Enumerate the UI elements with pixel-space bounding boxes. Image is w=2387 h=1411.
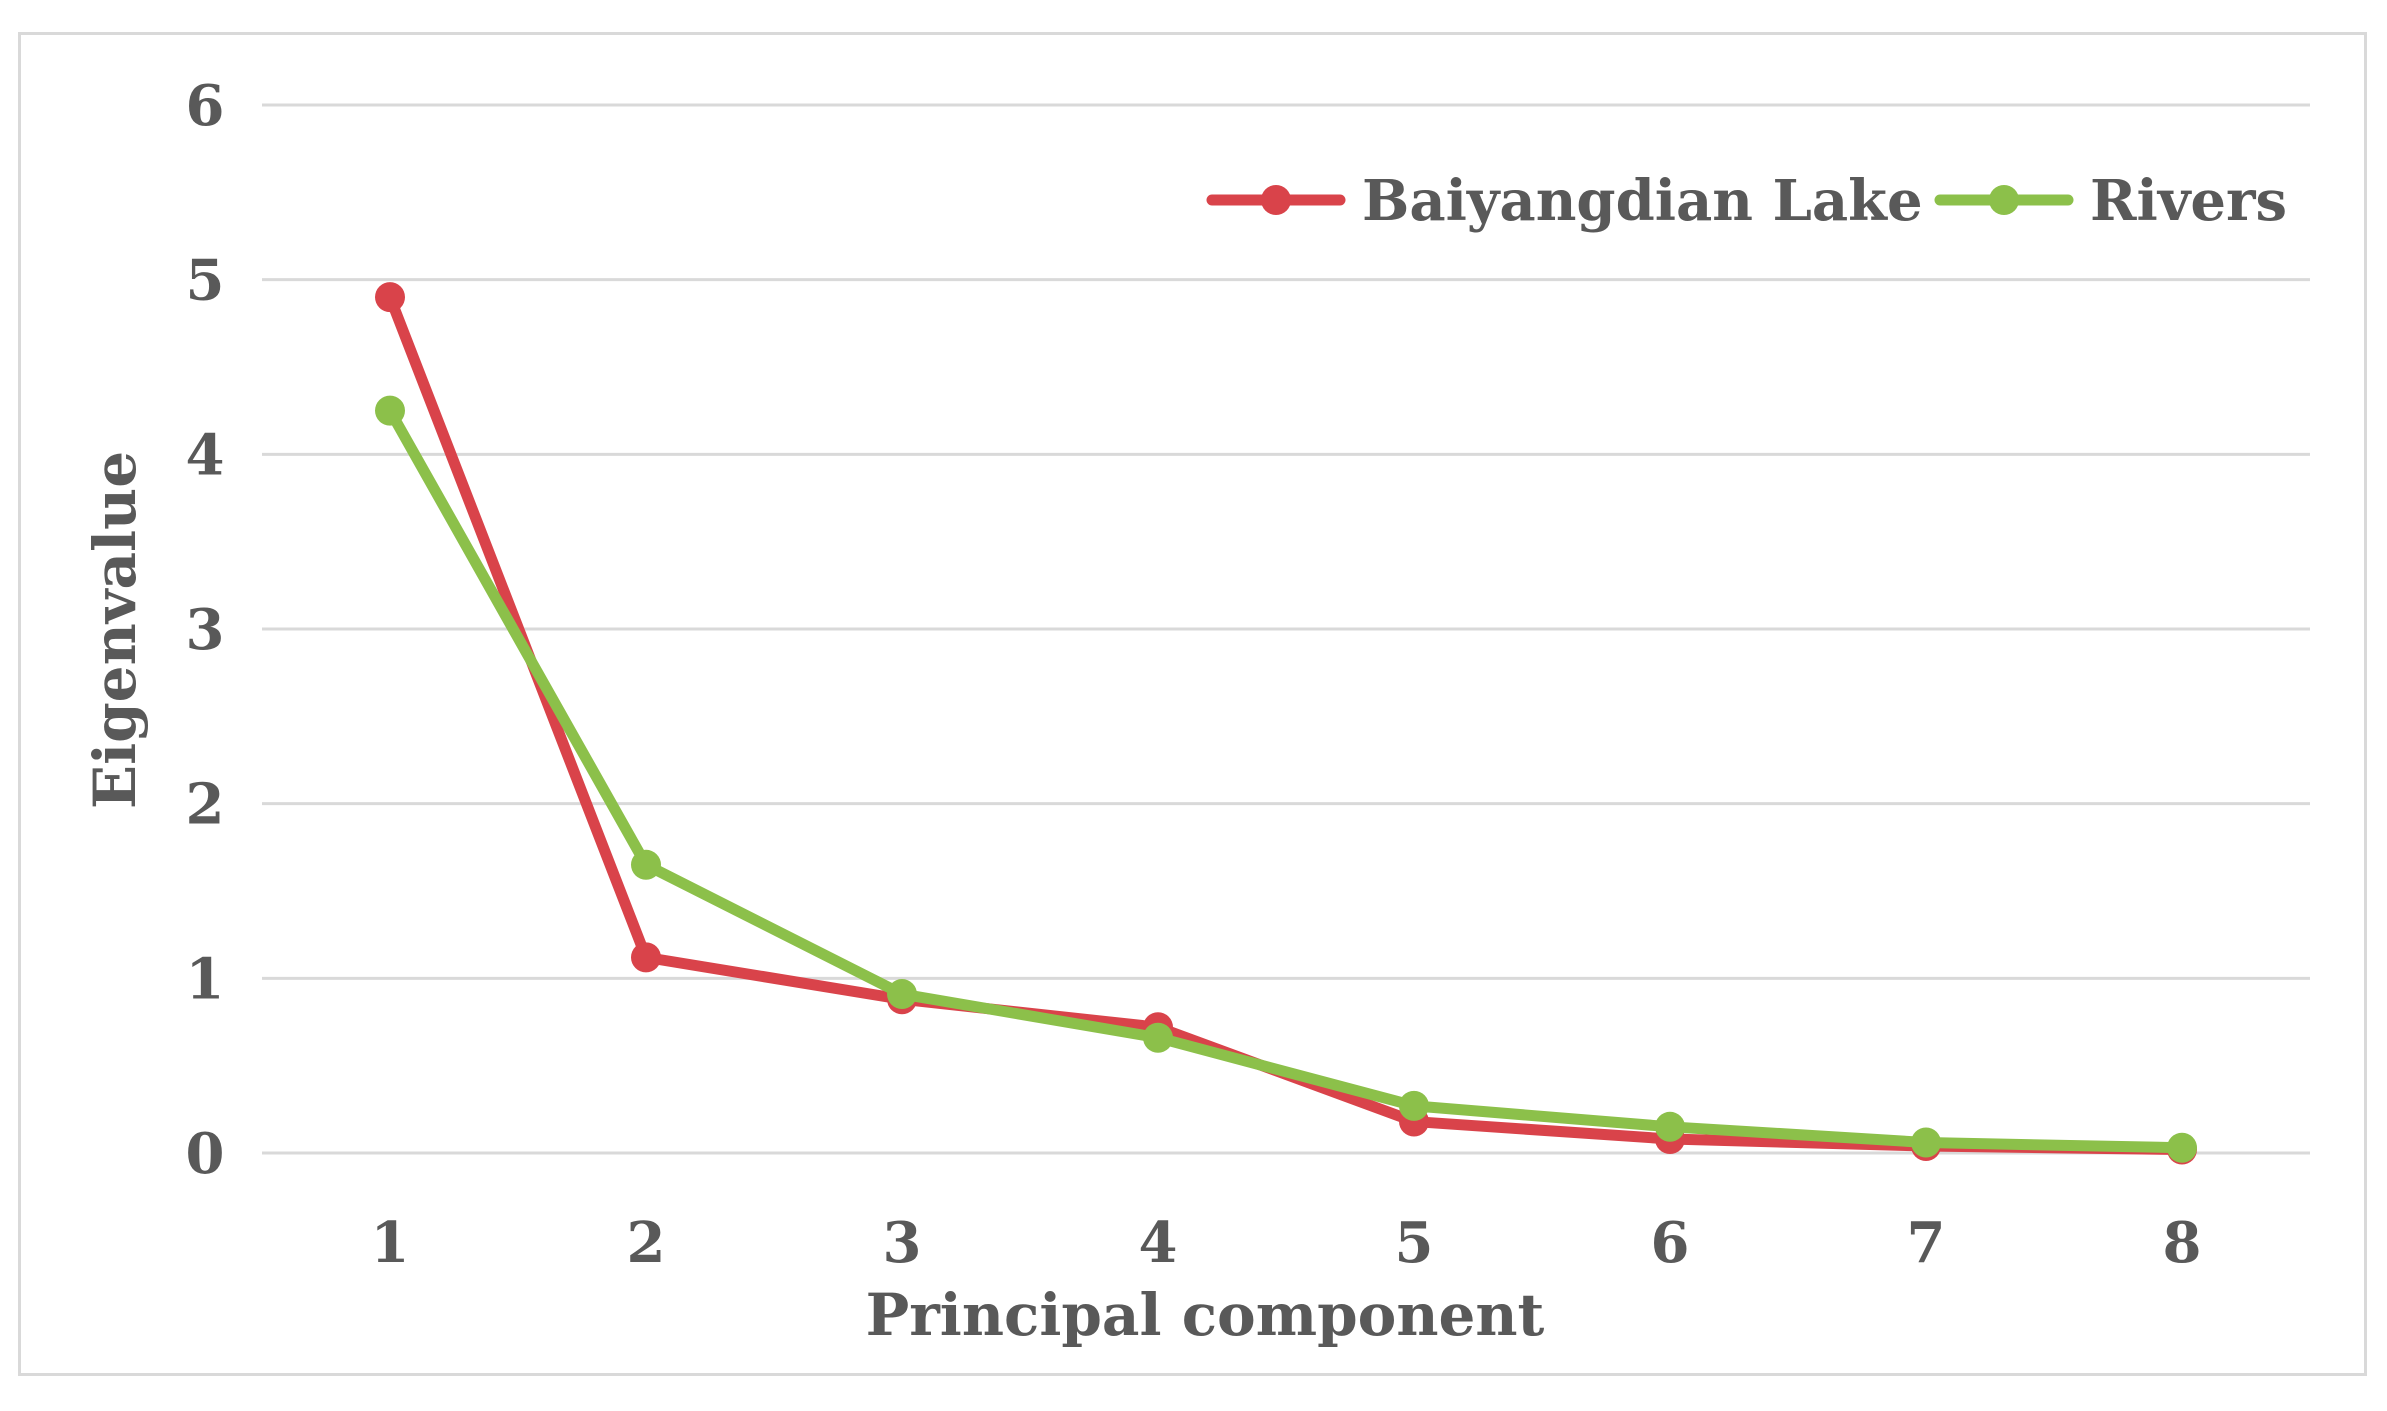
x-axis-ticks: 1 2 3 4 5 6 7 8 [371, 1210, 2202, 1276]
legend-item: Rivers [1934, 168, 2287, 234]
x-tick-label: 1 [371, 1210, 410, 1276]
data-point [631, 849, 661, 880]
legend-swatch-marker [1989, 185, 2019, 215]
y-axis-title: Eigenvalue [81, 451, 149, 809]
y-tick-label: 1 [186, 946, 225, 1012]
legend-label: Baiyangdian Lake [1362, 168, 1923, 234]
data-point [887, 979, 917, 1010]
x-tick-label: 8 [2163, 1210, 2202, 1276]
x-tick-label: 4 [1139, 1210, 1178, 1276]
legend-label: Rivers [2090, 168, 2287, 234]
series-line [384, 291, 2188, 1156]
y-tick-label: 5 [186, 248, 225, 314]
x-tick-label: 7 [1907, 1210, 1946, 1276]
y-tick-label: 3 [186, 597, 225, 663]
y-tick-label: 6 [186, 73, 225, 139]
series-line [384, 405, 2188, 1154]
y-axis-ticks: 0 1 2 3 4 5 6 [186, 73, 225, 1187]
x-tick-label: 2 [627, 1210, 666, 1276]
legend-swatch-marker [1261, 185, 1291, 215]
data-point [375, 395, 405, 426]
y-tick-label: 0 [186, 1121, 225, 1187]
data-point [1911, 1127, 1941, 1158]
legend: Baiyangdian Lake Rivers [1206, 168, 2287, 234]
legend-item: Baiyangdian Lake [1206, 168, 1923, 234]
data-point [375, 282, 405, 313]
x-tick-label: 6 [1651, 1210, 1690, 1276]
grid-layer [262, 103, 2310, 1155]
series-baiyangdian-lake [375, 282, 2197, 1165]
y-tick-label: 4 [186, 422, 225, 488]
series-layer [375, 282, 2197, 1165]
data-point [1143, 1022, 1173, 1053]
data-point [1399, 1090, 1429, 1121]
x-axis-title: Principal component [866, 1281, 1545, 1349]
x-tick-label: 3 [883, 1210, 922, 1276]
data-point [631, 942, 661, 973]
data-point [2167, 1132, 2197, 1163]
y-tick-label: 2 [186, 772, 225, 838]
x-tick-label: 5 [1395, 1210, 1434, 1276]
data-point [1655, 1111, 1685, 1142]
series-rivers [375, 395, 2197, 1163]
